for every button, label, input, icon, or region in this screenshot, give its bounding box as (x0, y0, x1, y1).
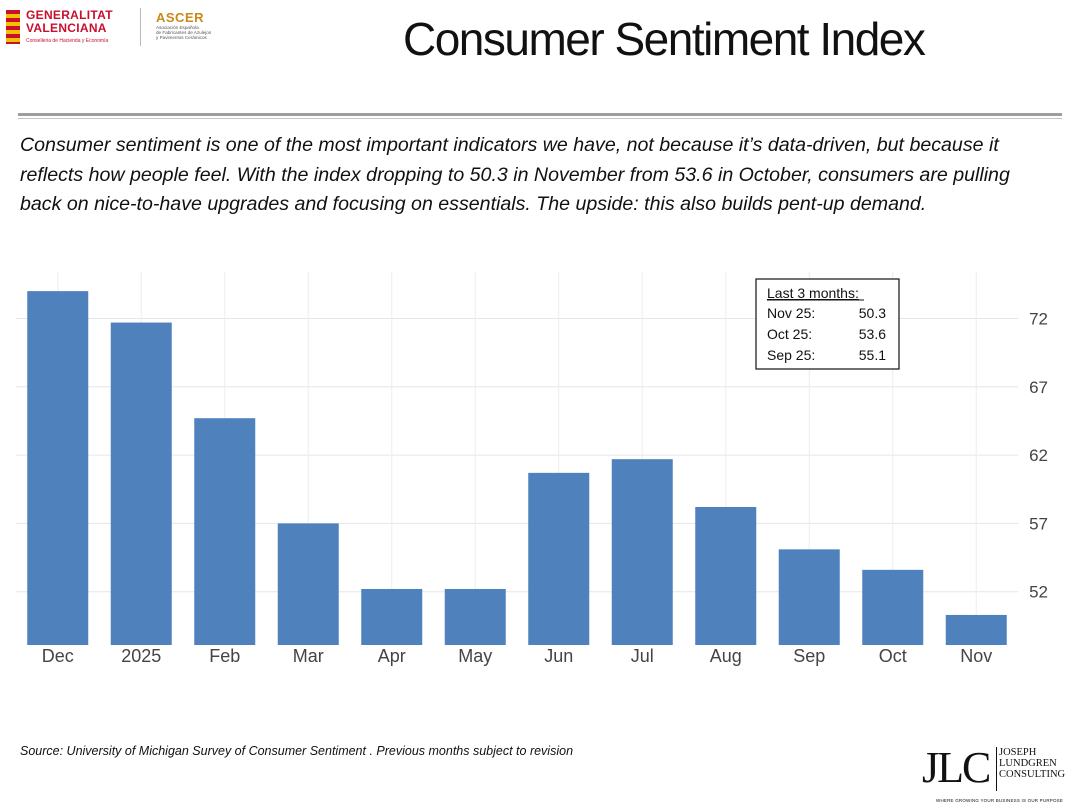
title-rule-thin (18, 118, 1062, 119)
jlc-mark: JLC (922, 743, 991, 792)
bar-nov (945, 614, 1007, 645)
annotation-row-label: Oct 25: (767, 326, 812, 342)
logo-divider (140, 8, 141, 46)
x-tick-label: May (458, 646, 492, 666)
logo-gv-line3: Conselleria de Hacienda y Economía (26, 38, 109, 44)
logo-gv-line1: GENERALITAT (26, 8, 113, 22)
jlc-name-line1: JOSEPH (999, 747, 1037, 758)
x-tick-label: Dec (42, 646, 74, 666)
ascer-title: ASCER (156, 10, 205, 25)
x-tick-label: Nov (960, 646, 992, 666)
jlc-name-line2: LUNDGREN (999, 758, 1057, 769)
y-tick-label: 57 (1029, 514, 1048, 533)
bar-chart: 52 57 62 67 72 Dec 2025 Feb Mar Apr May Jun Jul Aug Se… (16, 272, 1048, 666)
x-tick-label: Oct (879, 646, 907, 666)
x-tick-label: Mar (293, 646, 324, 666)
ascer-sub2: de Fabricantes de Azulejos (156, 30, 212, 35)
x-tick-label: 2025 (121, 646, 161, 666)
bar-mar (277, 523, 339, 645)
jlc-name: JOSEPH LUNDGREN CONSULTING (999, 747, 1065, 780)
source-note: Source: University of Michigan Survey of… (20, 744, 574, 758)
jlc-divider (996, 747, 997, 791)
bar-aug (695, 507, 757, 645)
bar-apr (361, 588, 423, 645)
annotation-row-value: 50.3 (859, 305, 886, 321)
bar-sep (778, 549, 840, 645)
y-tick-label: 62 (1029, 446, 1048, 465)
ascer-sub3: y Pavimentos Cerámicos (156, 35, 207, 40)
flag-icon (6, 10, 20, 44)
bar-may (444, 588, 506, 645)
bar-feb (194, 418, 256, 645)
x-tick-label: Jun (544, 646, 573, 666)
x-tick-label: Apr (378, 646, 406, 666)
bar-jul (611, 459, 673, 645)
description-text: Consumer sentiment is one of the most im… (20, 134, 1010, 215)
annotation-row-label: Nov 25: (767, 305, 815, 321)
y-tick-label: 72 (1029, 309, 1048, 328)
ascer-sub1: Asociación Española (156, 25, 199, 30)
x-tick-label: Sep (793, 646, 825, 666)
x-tick-label: Aug (710, 646, 742, 666)
bar-jun (528, 472, 590, 645)
jlc-name-line3: CONSULTING (999, 769, 1066, 780)
annotation-row-value: 53.6 (859, 326, 886, 342)
y-tick-label: 67 (1029, 378, 1048, 397)
y-tick-label: 52 (1029, 583, 1048, 602)
generalitat-valenciana-logo: GENERALITAT VALENCIANA Conselleria de Ha… (6, 8, 138, 48)
annotation-box (755, 278, 900, 370)
annotation-row-value: 55.1 (859, 347, 886, 363)
bar-oct (862, 569, 924, 645)
bar-2025 (110, 322, 172, 645)
jlc-logo: JLC JOSEPH LUNDGREN CONSULTING WHERE GRO… (922, 745, 1078, 807)
x-tick-label: Jul (631, 646, 654, 666)
title-rule (18, 113, 1062, 116)
ascer-logo: ASCER Asociación Española de Fabricantes… (156, 10, 266, 44)
jlc-tagline: WHERE GROWING YOUR BUSINESS IS OUR PURPO… (936, 798, 1064, 803)
page-title: Consumer Sentiment Index (403, 13, 926, 65)
bar-dec (27, 291, 89, 645)
annotation-row-label: Sep 25: (767, 347, 815, 363)
logo-gv-line2: VALENCIANA (26, 21, 107, 35)
x-tick-label: Feb (209, 646, 240, 666)
annotation-heading: Last 3 months: (767, 285, 859, 301)
